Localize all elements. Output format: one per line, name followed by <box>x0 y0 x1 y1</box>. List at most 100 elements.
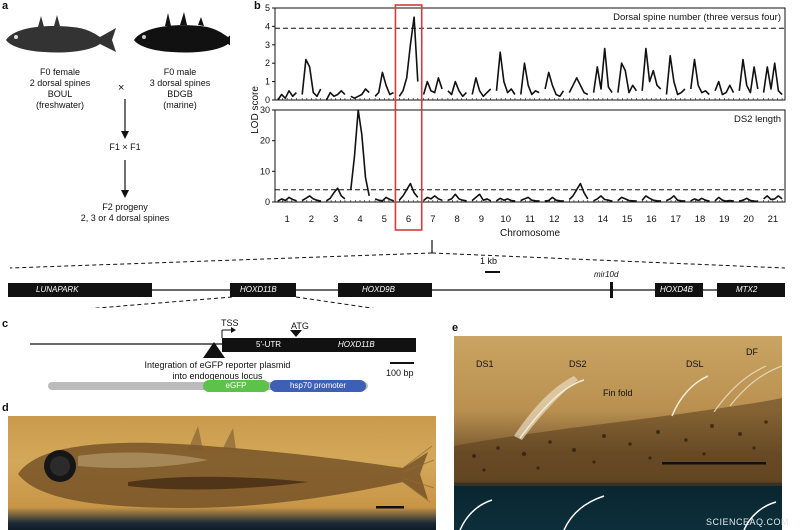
integration-line-1: Integration of eGFP reporter plasmid <box>144 360 291 370</box>
lod-trace-2-chr17 <box>666 195 685 202</box>
male-line-1: F0 male <box>163 67 197 77</box>
lod-trace-2-chr21 <box>763 195 783 201</box>
label-dsl: DSL <box>686 359 704 369</box>
chromosome-label-17: 17 <box>670 214 681 225</box>
y-tick-label-1-3: 3 <box>265 40 270 50</box>
reporter-construct <box>30 327 416 364</box>
y-tick-label-1-1: 1 <box>265 77 270 87</box>
label-ds1: DS1 <box>476 359 494 369</box>
utr-label: 5′-UTR <box>256 340 282 349</box>
chromosome-label-2: 2 <box>309 214 314 225</box>
egfp-segment: eGFP <box>203 380 269 392</box>
lod-trace-1-chr4 <box>350 88 370 99</box>
label-ds2: DS2 <box>569 359 587 369</box>
panel-title-1: Dorsal spine number (three versus four) <box>613 12 781 23</box>
dorsal-spine-micrograph <box>454 336 782 530</box>
y-tick-label-2-1: 10 <box>260 166 270 176</box>
atg-label: ATG <box>291 321 309 331</box>
integration-line-2: into endogenous locus <box>172 371 263 381</box>
lod-trace-1-chr12 <box>544 71 565 98</box>
lod-trace-1-chr21 <box>762 62 783 96</box>
lod-trace-2-chr2 <box>301 195 321 202</box>
lod-trace-1-chr2 <box>301 58 322 98</box>
female-line-1: F0 female <box>39 67 81 77</box>
panel-c-letter: c <box>2 318 9 330</box>
y-tick-label-1-4: 4 <box>265 21 270 31</box>
female-line-3: BOUL <box>47 89 73 99</box>
female-fish-silhouette <box>6 15 116 53</box>
scale-1kb-label: 1 kb <box>480 256 498 266</box>
lod-trace-1-chr10 <box>495 51 516 95</box>
lod-trace-2-chr16 <box>641 195 661 202</box>
label-fin-fold: Fin fold <box>603 388 633 398</box>
chromosome-label-21: 21 <box>768 214 779 225</box>
lod-trace-1-chr17 <box>665 54 686 96</box>
tss-label: TSS <box>221 318 239 328</box>
y-tick-label-2-0: 0 <box>265 197 270 207</box>
female-line-2: 2 dorsal spines <box>29 78 91 88</box>
lod-trace-2-chr11 <box>520 196 540 202</box>
lod-trace-2-chr1 <box>277 196 297 202</box>
chromosome-label-7: 7 <box>430 214 435 225</box>
chromosome-label-4: 4 <box>357 214 362 225</box>
lod-trace-2-chr18 <box>690 197 710 202</box>
chromosome-label-14: 14 <box>598 214 609 225</box>
chromosome-label-18: 18 <box>695 214 706 225</box>
f2-line-2: 2, 3 or 4 dorsal spines <box>80 213 170 223</box>
lod-trace-2-chr6 <box>398 182 419 201</box>
lod-trace-2-chr20 <box>739 197 758 203</box>
y-tick-label-1-0: 0 <box>265 95 270 105</box>
male-line-4: (marine) <box>163 100 197 110</box>
cross-symbol: × <box>118 82 125 94</box>
lod-trace-1-chr15 <box>617 62 638 94</box>
lod-trace-1-chr13 <box>568 77 589 96</box>
male-description: F0 male 3 dorsal spines BDGB (marine) <box>120 67 240 111</box>
male-line-3: BDGB <box>167 89 193 99</box>
construct-gene-label: HOXD11B <box>338 340 375 349</box>
lod-trace-1-chr11 <box>520 62 540 96</box>
gene-hoxd9b: HOXD9B <box>362 285 395 294</box>
lod-trace-1-chr7 <box>422 77 443 95</box>
lod-trace-1-chr16 <box>641 47 662 91</box>
chromosome-label-19: 19 <box>719 214 730 225</box>
lod-trace-2-chr15 <box>617 196 637 202</box>
chromosome-label-16: 16 <box>646 214 657 225</box>
scale-100bp-label: 100 bp <box>386 368 414 378</box>
gene-map <box>8 240 786 308</box>
female-line-4: (freshwater) <box>35 100 84 110</box>
mir10d-label: mir10d <box>594 270 619 279</box>
chromosome-label-13: 13 <box>573 214 584 225</box>
gene-mtx2: MTX2 <box>736 285 758 294</box>
lod-trace-2-chr7 <box>423 195 443 202</box>
y-axis-label: LOD score <box>250 86 261 134</box>
male-fish-silhouette <box>134 12 230 53</box>
chromosome-label-20: 20 <box>743 214 754 225</box>
chromosome-label-9: 9 <box>479 214 484 225</box>
lod-trace-2-chr12 <box>544 196 564 202</box>
lod-trace-1-chr5 <box>374 71 394 97</box>
f2-description: F2 progeny 2, 3 or 4 dorsal spines <box>50 202 200 224</box>
f2-line-1: F2 progeny <box>102 202 148 212</box>
panel-a-letter: a <box>2 0 9 12</box>
y-tick-label-1-2: 2 <box>265 58 270 68</box>
lod-trace-1-chr14 <box>592 47 613 94</box>
fish-silhouettes <box>6 12 230 53</box>
gene-lunapark: LUNAPARK <box>36 285 79 294</box>
lod-trace-1-chr20 <box>738 58 759 94</box>
panel-b-letter: b <box>254 0 261 12</box>
chromosome-label-12: 12 <box>549 214 560 225</box>
y-tick-label-2-2: 20 <box>260 136 270 146</box>
chromosome-label-10: 10 <box>500 214 511 225</box>
lod-trace-1-chr18 <box>690 58 710 96</box>
fish-micrograph <box>8 416 436 530</box>
lod-trace-1-chr3 <box>325 90 346 101</box>
lod-trace-2-chr13 <box>568 182 589 201</box>
lod-trace-2-chr5 <box>374 196 394 202</box>
lod-trace-2-chr4 <box>350 109 370 197</box>
chromosome-label-11: 11 <box>525 214 535 225</box>
lod-trace-1-chr1 <box>277 90 297 101</box>
chromosome-label-1: 1 <box>284 214 289 225</box>
label-df: DF <box>746 347 758 357</box>
watermark: SCIENCEAQ.COM <box>706 517 790 527</box>
lod-trace-1-chr8 <box>447 80 467 98</box>
